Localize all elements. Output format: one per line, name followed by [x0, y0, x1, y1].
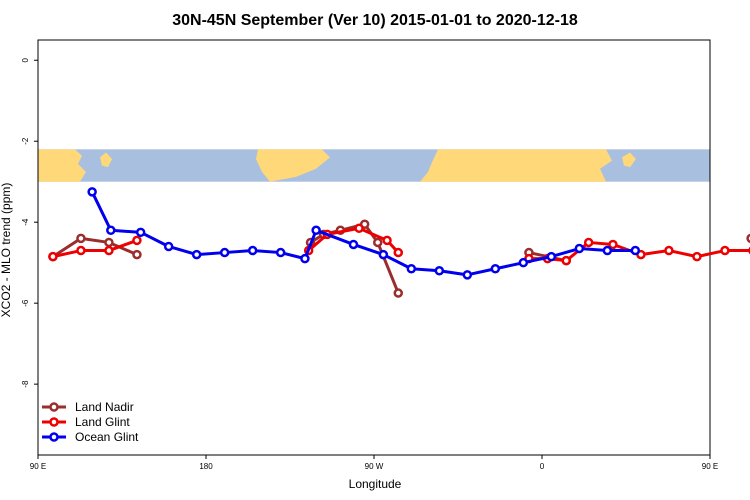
data-point: [746, 233, 750, 244]
land-europe-africa: [420, 149, 612, 182]
data-point: [393, 247, 404, 258]
legend-label: Land Nadir: [75, 400, 134, 414]
data-point: [135, 227, 146, 238]
data-point: [247, 245, 258, 256]
series-line: [52, 239, 138, 259]
chart-title: 30N-45N September (Ver 10) 2015-01-01 to…: [172, 12, 578, 29]
series-land-glint: [48, 223, 750, 266]
data-point: [104, 237, 114, 248]
y-tick-label: -6: [21, 299, 30, 307]
data-point: [382, 235, 392, 246]
data-point: [76, 233, 86, 244]
data-point: [393, 288, 404, 298]
data-point: [490, 264, 501, 274]
data-point: [583, 237, 594, 248]
map-strip: [38, 149, 710, 182]
data-point: [87, 187, 97, 197]
data-point: [630, 245, 641, 256]
data-point: [76, 245, 86, 256]
series-line: [90, 191, 636, 277]
y-tick-label: -4: [21, 218, 30, 226]
x-tick-label: 90 E: [30, 462, 46, 471]
data-point: [546, 251, 557, 262]
data-point: [692, 251, 702, 262]
y-tick-label: 0: [21, 57, 30, 62]
map-ocean: [38, 149, 710, 182]
land-asia-west: [38, 149, 86, 182]
series-line: [52, 236, 138, 258]
land-japan-west: [100, 152, 112, 168]
data-point: [132, 235, 142, 246]
data-point: [378, 249, 389, 260]
data-point: [311, 225, 321, 236]
x-tick-label: 90 W: [365, 462, 384, 471]
legend-marker: [49, 432, 59, 442]
data-point: [406, 264, 417, 274]
data-point: [608, 239, 618, 250]
x-tick-label: 0: [540, 462, 545, 471]
data-point: [300, 253, 310, 264]
land-north-america: [256, 149, 330, 182]
y-tick-label: -2: [21, 137, 30, 145]
data-point: [372, 237, 383, 248]
x-tick-label: 180: [199, 462, 213, 471]
data-point: [275, 247, 286, 258]
data-point: [48, 251, 58, 262]
data-point: [561, 255, 572, 266]
data-point: [163, 241, 174, 252]
data-point: [104, 245, 114, 256]
data-point: [602, 245, 613, 256]
land-japan-east: [622, 152, 636, 168]
data-point: [354, 223, 364, 234]
x-axis-label: Longitude: [349, 477, 402, 491]
data-point: [219, 247, 230, 258]
y-tick-label: -8: [21, 380, 30, 388]
legend-label: Ocean Glint: [75, 430, 139, 444]
data-point: [434, 266, 445, 276]
y-axis-label: XCO2 - MLO trend (ppm): [0, 183, 13, 318]
legend-marker: [49, 417, 59, 427]
data-point: [574, 243, 585, 254]
data-point: [720, 245, 730, 256]
data-point: [348, 239, 359, 250]
data-point: [664, 245, 674, 256]
axes: 90 E 180 90 W 0 90 E 0 -2 -4 -6 -8: [21, 57, 718, 471]
series-land-nadir: [48, 219, 750, 298]
data-point: [132, 249, 142, 260]
legend-label: Land Glint: [75, 415, 130, 429]
data-point: [191, 249, 202, 260]
series-layer: [48, 187, 750, 298]
data-point: [106, 225, 116, 236]
data-point: [518, 257, 529, 268]
x-tick-label: 90 E: [702, 462, 718, 471]
map-land: [38, 149, 636, 182]
data-point: [462, 270, 473, 280]
legend-marker: [49, 402, 59, 412]
series-ocean-glint: [87, 187, 641, 280]
